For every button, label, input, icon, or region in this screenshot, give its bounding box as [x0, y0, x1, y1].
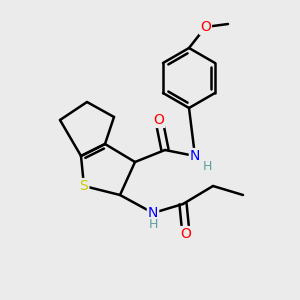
Text: S: S	[80, 179, 88, 193]
Text: N: N	[190, 149, 200, 163]
Text: O: O	[154, 113, 164, 127]
Text: N: N	[148, 206, 158, 220]
Text: O: O	[200, 20, 211, 34]
Text: H: H	[148, 218, 158, 232]
Text: H: H	[202, 160, 212, 173]
Text: O: O	[181, 227, 191, 241]
